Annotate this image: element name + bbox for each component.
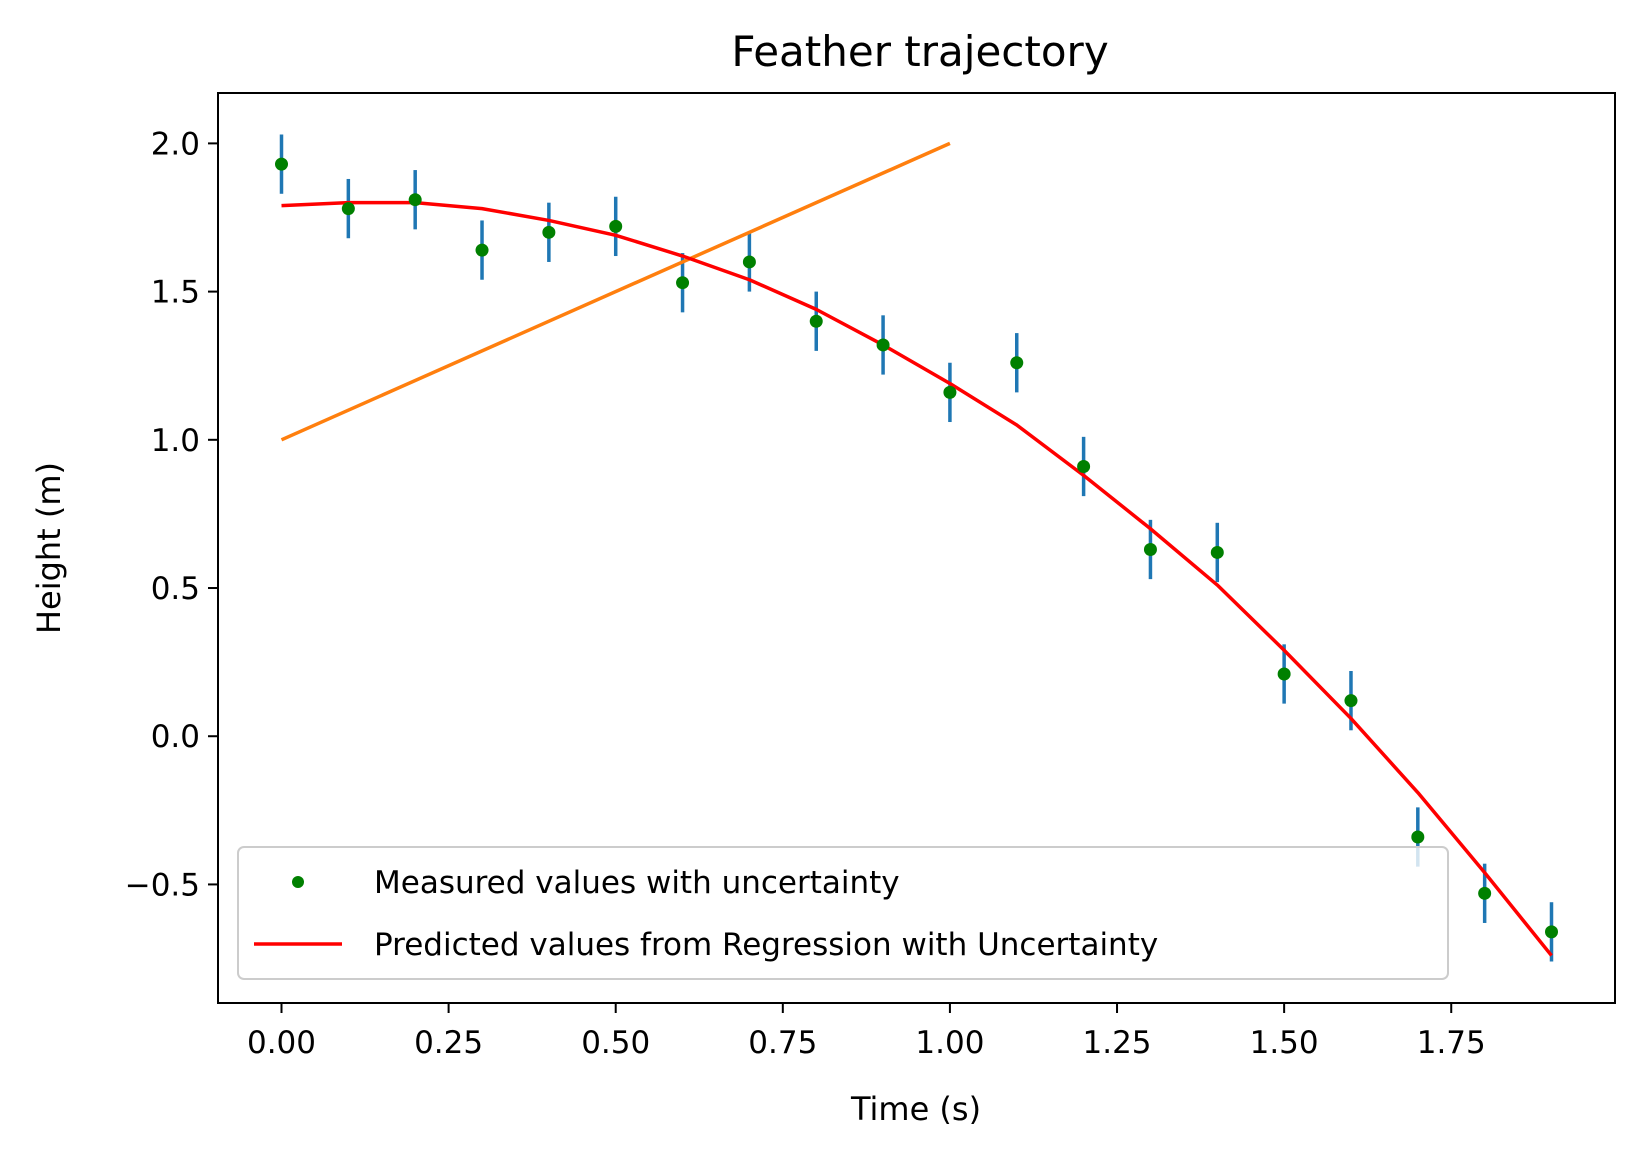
measured-point (1210, 545, 1224, 559)
measured-point (876, 338, 890, 352)
legend: Measured values with uncertainty Predict… (237, 846, 1449, 980)
x-tick-label: 0.25 (414, 1025, 483, 1061)
x-tick-label: 1.00 (915, 1025, 984, 1061)
measured-point (943, 385, 957, 399)
y-axis-label: Height (m) (30, 462, 68, 634)
legend-label-measured: Measured values with uncertainty (374, 865, 900, 901)
legend-box (237, 846, 1449, 980)
x-tick-label: 0.75 (748, 1025, 817, 1061)
measured-point (1143, 542, 1157, 556)
y-tick-label: 2.0 (151, 126, 200, 162)
measured-point (341, 202, 355, 216)
measured-point (408, 193, 422, 207)
x-tick-label: 1.75 (1417, 1025, 1486, 1061)
measured-point (1344, 694, 1358, 708)
x-axis-label: Time (s) (850, 1090, 981, 1128)
legend-label-predicted: Predicted values from Regression with Un… (374, 927, 1158, 963)
measured-point (1478, 886, 1492, 900)
plot-area (275, 134, 1558, 962)
legend-marker-measured (292, 876, 304, 888)
measured-point (676, 276, 690, 290)
measured-point (809, 314, 823, 328)
measured-point (542, 225, 556, 239)
measured-point (1277, 667, 1291, 681)
measured-point (609, 219, 623, 233)
y-tick-label: 0.5 (151, 571, 200, 607)
axes-frame (217, 92, 1616, 1004)
predicted-line (281, 200, 1553, 957)
reference-line (280, 141, 951, 442)
x-tick-label: 0.00 (247, 1025, 316, 1061)
y-tick-label: −0.5 (125, 867, 200, 903)
x-tick-label: 0.50 (581, 1025, 650, 1061)
measured-point (475, 243, 489, 257)
x-axis: 0.00 0.25 0.50 0.75 1.00 1.25 1.50 1.75 (247, 1003, 1486, 1061)
y-tick-label: 0.0 (151, 719, 200, 755)
measured-point (275, 157, 288, 171)
measured-point (742, 255, 756, 269)
y-tick-label: 1.5 (151, 275, 200, 311)
y-axis: −0.5 0.0 0.5 1.0 1.5 2.0 (125, 126, 218, 903)
measured-point (1411, 830, 1425, 844)
measured-point (1077, 459, 1091, 473)
y-tick-label: 1.0 (151, 423, 200, 459)
chart-title: Feather trajectory (731, 27, 1108, 76)
x-tick-label: 1.25 (1083, 1025, 1152, 1061)
measured-point (1545, 925, 1558, 939)
x-tick-label: 1.50 (1250, 1025, 1319, 1061)
measured-point (1010, 356, 1024, 370)
